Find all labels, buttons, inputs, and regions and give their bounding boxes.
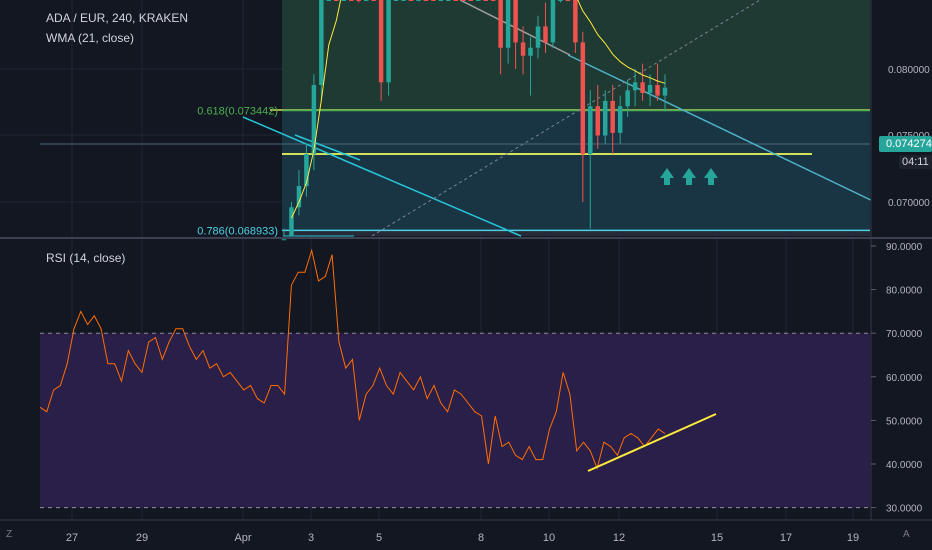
time-axis-background [0, 520, 932, 550]
candle-body [588, 106, 593, 155]
candle-body [289, 207, 294, 236]
candle-body [550, 0, 556, 43]
candle-body [565, 0, 571, 1]
time-axis-tick-label: 27 [66, 532, 78, 544]
candle-body [416, 0, 421, 1]
candle-body [520, 42, 526, 56]
candle-body [408, 0, 414, 1]
fib-level-label: 0.618(0.073442) [197, 105, 278, 117]
candle-body [617, 106, 623, 133]
candle-body [363, 0, 369, 1]
candle-body [602, 100, 608, 136]
candle-body [490, 0, 496, 1]
time-axis-tick-label: 17 [780, 532, 792, 544]
candle-body [662, 87, 668, 96]
candle-body [311, 84, 317, 155]
candle-body [505, 0, 511, 48]
rsi-axis-tick-label: 80.0000 [886, 286, 923, 297]
auto-scale-button[interactable]: A [903, 529, 910, 540]
candle-body [446, 0, 451, 1]
candle-body [281, 239, 287, 241]
candle-body [610, 100, 615, 133]
candle-body [348, 0, 354, 1]
candle-body [341, 0, 347, 1]
up-arrow-icon [704, 168, 718, 185]
candle-body [513, 0, 518, 43]
candle-body [595, 106, 601, 136]
time-axis-tick-label: 5 [376, 532, 382, 544]
time-axis-tick-label: 29 [136, 532, 148, 544]
candle-body [393, 0, 399, 1]
candle-body [625, 90, 630, 107]
candle-body [543, 26, 548, 43]
candle-body [334, 0, 339, 1]
up-arrow-icon [682, 168, 696, 185]
candle-body [655, 84, 660, 96]
time-axis-tick-label: 10 [543, 532, 555, 544]
price-axis-background [871, 0, 932, 550]
bar-countdown: 04:11 [899, 155, 932, 169]
rsi-axis-tick-label: 90.0000 [886, 242, 923, 253]
rsi-axis-tick-label: 50.0000 [886, 416, 923, 427]
fib-diagonal-line [371, 0, 761, 237]
candle-body [580, 42, 586, 155]
candle-body [528, 47, 533, 56]
rsi-trendline [587, 413, 717, 472]
time-axis-tick-label: 8 [478, 532, 484, 544]
candle-body [431, 0, 436, 1]
candle-body [640, 82, 645, 93]
candle-body [438, 0, 444, 1]
candle-body [573, 0, 578, 43]
candle-body [461, 0, 466, 1]
candle-body [475, 0, 481, 1]
wma-line [291, 0, 666, 219]
descending-trendline [242, 116, 522, 237]
symbol-legend: ADA / EUR, 240, KRAKEN [46, 11, 189, 25]
candle-body [647, 84, 653, 93]
candle-body [401, 0, 406, 1]
candle-body [468, 0, 474, 1]
price-axis-tick-label: 0.080000 [888, 65, 930, 76]
rsi-axis-tick-label: 30.0000 [886, 504, 923, 515]
candle-body [498, 0, 503, 48]
rsi-axis-tick-label: 70.0000 [886, 329, 923, 340]
time-axis-tick-label: 3 [308, 532, 314, 544]
descending-trendline-upper [294, 134, 361, 161]
rsi-line [39, 248, 666, 471]
candle-body [304, 154, 309, 187]
candle-body [535, 26, 541, 48]
candle-body [378, 0, 384, 83]
candle-body [632, 82, 638, 91]
fib-level-label: 0.786(0.068933) [197, 225, 278, 237]
candle-body [423, 0, 429, 1]
time-axis-tick-label: 19 [847, 532, 859, 544]
candle-body [453, 0, 459, 1]
candle-body [326, 0, 332, 1]
time-axis-tick-label: Apr [234, 532, 251, 544]
candle-body [386, 0, 391, 83]
price-axis-tick-label: 0.070000 [888, 198, 930, 209]
wma-legend: WMA (21, close) [46, 31, 135, 45]
rsi-axis-tick-label: 40.0000 [886, 460, 923, 471]
candle-body [483, 0, 488, 1]
up-arrow-icon [660, 168, 674, 185]
candle-body [296, 186, 302, 208]
current-price-tag: 0.074274 [883, 137, 932, 151]
candle-body [558, 0, 563, 1]
channel-line [567, 54, 878, 204]
timezone-button[interactable]: Z [6, 529, 13, 540]
rsi-axis-tick-label: 60.0000 [886, 373, 923, 384]
fib-zone [282, 230, 870, 236]
fib-zone [282, 110, 870, 231]
rsi-legend: RSI (14, close) [46, 251, 126, 265]
time-axis-tick-label: 15 [711, 532, 723, 544]
rsi-band [40, 333, 870, 508]
candle-body [319, 0, 324, 85]
candle-body [371, 0, 376, 1]
time-axis-tick-label: 12 [613, 532, 625, 544]
candle-body [356, 0, 361, 1]
